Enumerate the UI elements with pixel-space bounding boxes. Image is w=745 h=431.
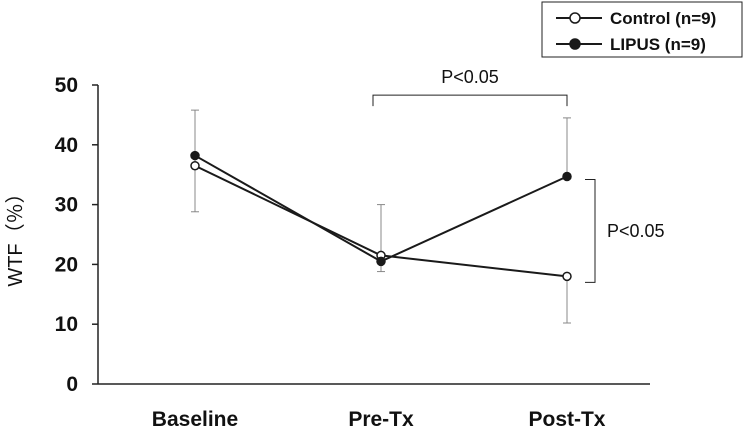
y-tick-label-30: 30 — [55, 194, 78, 217]
annotation-label-horizontal: P<0.05 — [441, 67, 499, 87]
y-tick-label-10: 10 — [55, 313, 78, 336]
legend: Control (n=9) LIPUS (n=9) — [541, 1, 743, 58]
legend-marker-lipus — [569, 38, 581, 50]
legend-label-lipus: LIPUS (n=9) — [610, 35, 706, 54]
annotation-label-vertical: P<0.05 — [607, 221, 665, 241]
x-tick-label-pre-tx: Pre-Tx — [348, 408, 414, 431]
bracket-vertical — [585, 178, 596, 283]
x-axis-labels: Baseline Pre-Tx Post-Tx — [152, 408, 606, 431]
y-axis-title: WTF（％） — [4, 183, 27, 286]
data-point-control-post-tx — [562, 271, 572, 282]
y-tick-label-40: 40 — [55, 134, 78, 157]
bracket-horizontal — [372, 94, 568, 107]
data-point-lipus-post-tx — [562, 171, 572, 182]
data-points — [190, 150, 572, 282]
x-tick-label-baseline: Baseline — [152, 408, 238, 431]
y-tick-label-50: 50 — [55, 74, 78, 97]
y-tick-label-0: 0 — [66, 373, 78, 396]
data-point-control-baseline — [190, 160, 200, 171]
legend-label-control: Control (n=9) — [610, 9, 716, 28]
data-point-lipus-baseline — [190, 150, 200, 161]
data-point-lipus-pre-tx — [376, 256, 386, 267]
significance-annotations: P<0.05 P<0.05 — [372, 67, 665, 283]
axes — [97, 85, 650, 385]
x-tick-label-post-tx: Post-Tx — [528, 408, 605, 431]
y-axis-ticks: 0 10 20 30 40 50 — [55, 74, 98, 396]
y-tick-label-20: 20 — [55, 253, 78, 276]
legend-marker-control — [569, 12, 581, 24]
error-bars — [191, 109, 571, 324]
